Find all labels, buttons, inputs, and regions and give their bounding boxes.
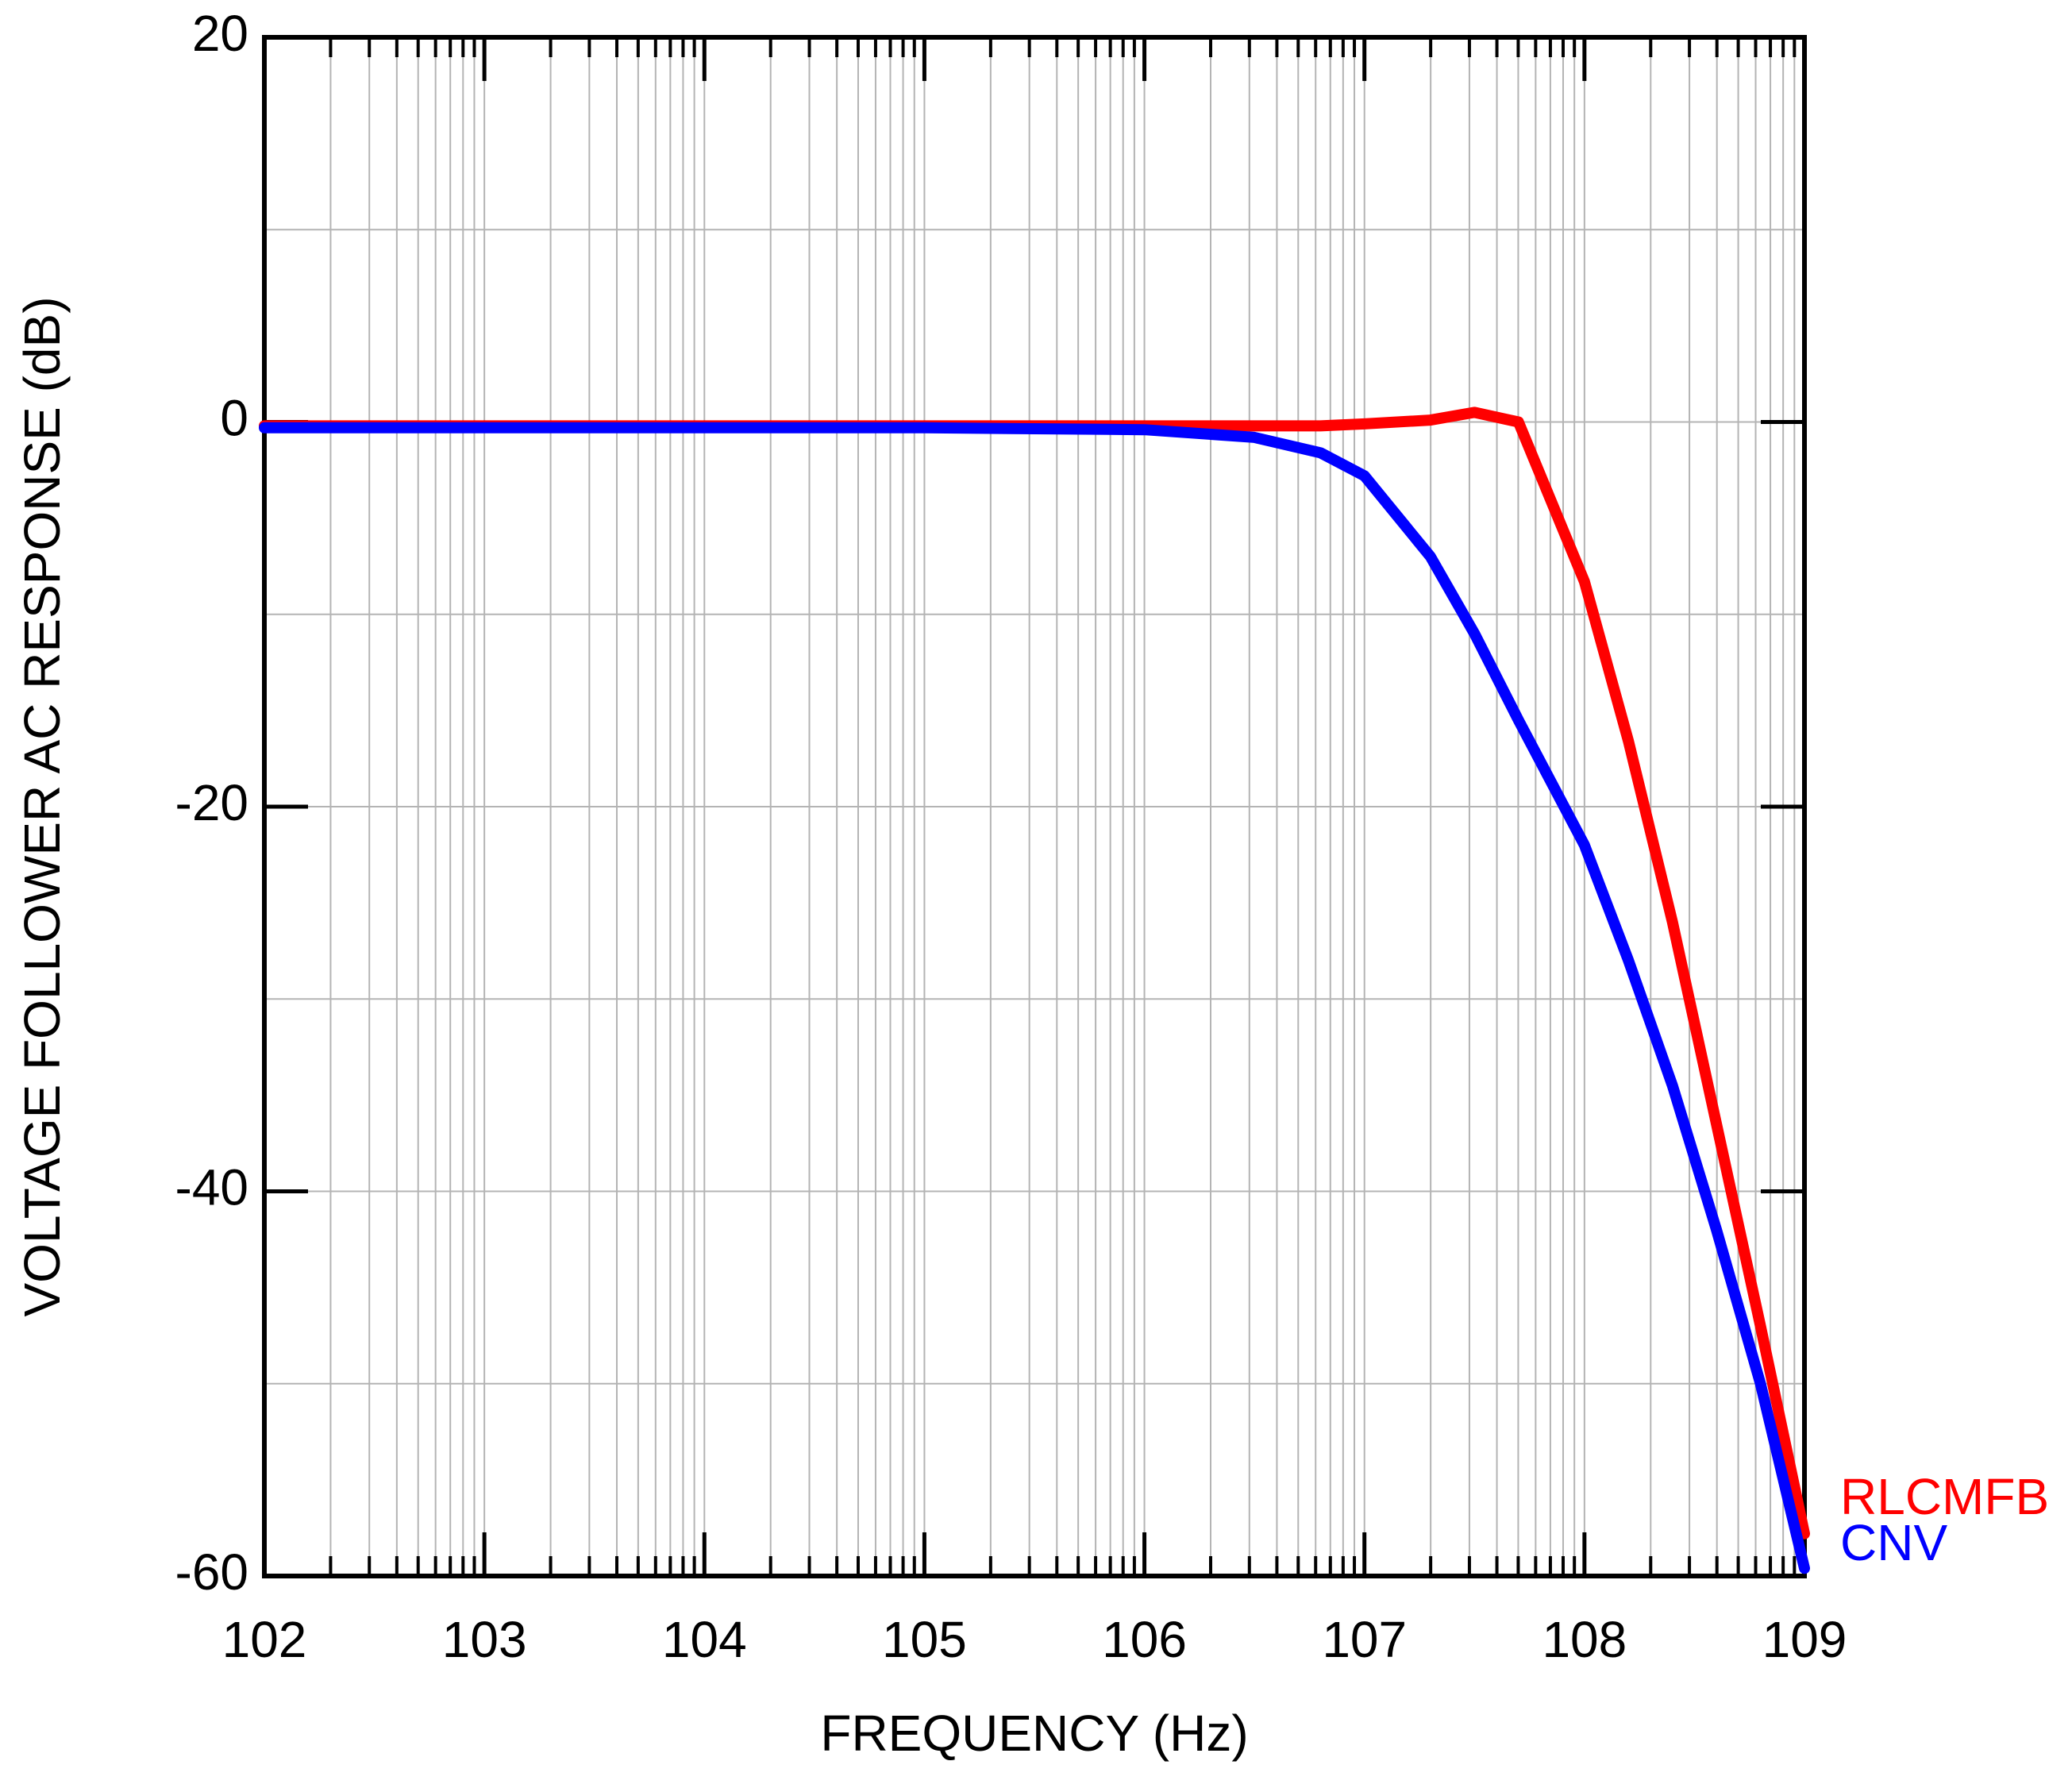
x-tick-label: 106 <box>1102 1611 1187 1668</box>
x-tick-label: 104 <box>662 1611 747 1668</box>
y-tick-label: -40 <box>175 1158 249 1216</box>
plot-frame <box>262 35 1807 1578</box>
x-tick-label: 105 <box>882 1611 967 1668</box>
y-tick-label: 0 <box>220 389 248 446</box>
x-axis-label: FREQUENCY (Hz) <box>820 1705 1248 1762</box>
x-tick-label: 103 <box>442 1611 527 1668</box>
x-tick-label: 109 <box>1762 1611 1847 1668</box>
x-tick-label: 108 <box>1542 1611 1627 1668</box>
y-tick-label: -20 <box>175 774 249 831</box>
legend-label: RLCMFB <box>1840 1468 2049 1525</box>
legend-label: CNV <box>1840 1514 1947 1571</box>
y-tick-label: 20 <box>192 5 248 62</box>
x-tick-label: 107 <box>1322 1611 1407 1668</box>
y-tick-label: -60 <box>175 1543 249 1601</box>
x-tick-label: 102 <box>222 1611 307 1668</box>
series-line <box>259 422 1810 1574</box>
series-line <box>259 407 1810 1539</box>
y-axis-label: VOLTAGE FOLLOWER AC RESPONSE (dB) <box>13 296 71 1316</box>
